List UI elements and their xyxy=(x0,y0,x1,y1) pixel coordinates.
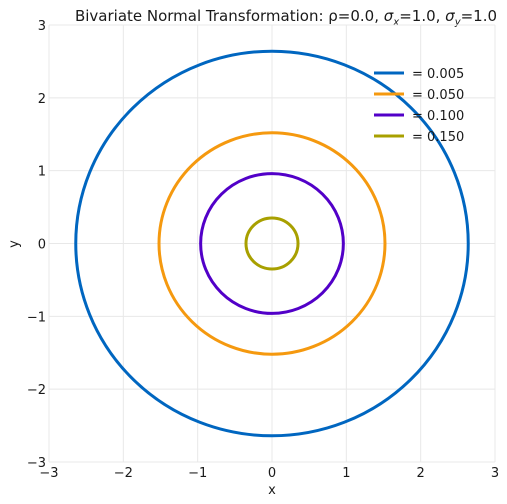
title-sub-x: x xyxy=(392,17,399,28)
legend-label: = 0.005 xyxy=(412,67,464,82)
x-tick-label: −3 xyxy=(39,466,58,481)
y-tick-label: 0 xyxy=(38,238,46,253)
title-val-x: =1.0, xyxy=(399,7,445,25)
legend-label: = 0.150 xyxy=(412,130,464,145)
title-sub-y: y xyxy=(454,17,462,28)
legend: = 0.005 = 0.050 = 0.100 = 0.150 xyxy=(374,67,464,145)
x-tick-label: 2 xyxy=(417,466,425,481)
y-tick-label: 1 xyxy=(38,165,46,180)
legend-label: = 0.100 xyxy=(412,109,464,124)
y-tick-label: −3 xyxy=(27,456,46,471)
tick-labels: −3 −2 −1 0 1 2 3 −3 −2 −1 0 1 2 3 xyxy=(27,19,499,481)
x-tick-label: 1 xyxy=(342,466,350,481)
x-tick-label: 0 xyxy=(268,466,276,481)
x-tick-label: 3 xyxy=(491,466,499,481)
x-tick-label: −2 xyxy=(114,466,133,481)
title-sigma-y: σ xyxy=(445,7,455,25)
y-tick-label: 3 xyxy=(38,19,46,34)
contour-line-1 xyxy=(74,49,470,438)
y-axis-label: y xyxy=(7,240,22,248)
grid xyxy=(48,24,496,463)
x-axis-label: x xyxy=(268,483,276,498)
contour-line-2 xyxy=(157,131,387,356)
y-tick-label: −1 xyxy=(27,310,46,325)
title-val-y: =1.0 xyxy=(461,7,497,25)
legend-label: = 0.050 xyxy=(412,88,464,103)
title-sigma-x: σ xyxy=(384,7,394,25)
contour-line-4 xyxy=(244,216,300,271)
chart-title: Bivariate Normal Transformation: ρ=0.0, … xyxy=(75,7,497,28)
y-tick-label: 2 xyxy=(38,92,46,107)
y-tick-label: −2 xyxy=(27,383,46,398)
title-prefix: Bivariate Normal Transformation: ρ=0.0, xyxy=(75,7,384,25)
x-tick-label: −1 xyxy=(188,466,207,481)
contour-series xyxy=(74,49,470,438)
contour-line-3 xyxy=(199,172,345,315)
